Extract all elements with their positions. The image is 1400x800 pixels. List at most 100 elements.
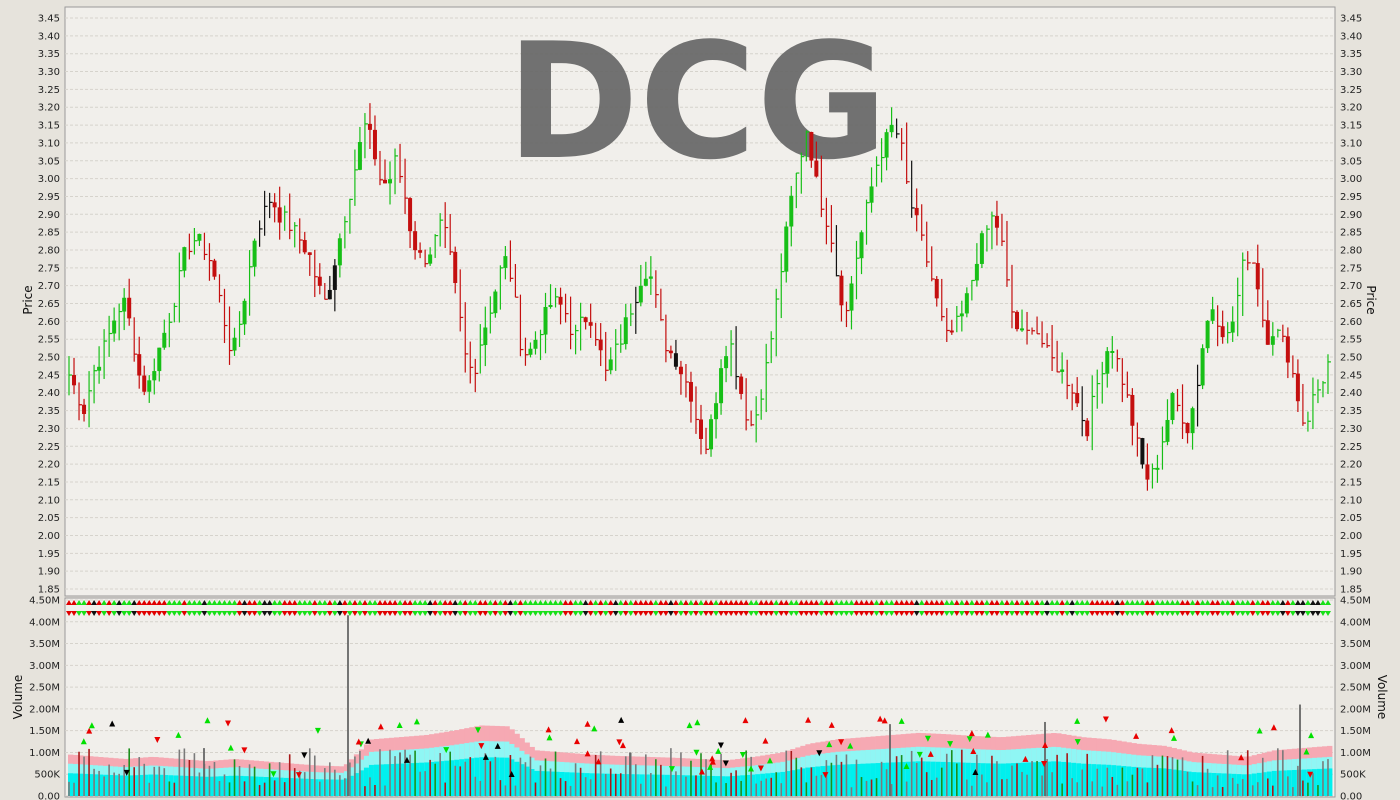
signal-row-up xyxy=(126,600,133,605)
signal-row-up xyxy=(537,600,544,605)
price-axis-title-left: Price xyxy=(21,285,35,314)
volume-tick-label: 1.00M xyxy=(29,748,60,759)
signal-row-up xyxy=(567,600,574,605)
volume-band-lower xyxy=(1211,772,1218,796)
signal-row-down xyxy=(893,611,900,616)
signal-row-up xyxy=(577,600,584,605)
signal-arrow-up xyxy=(984,731,991,738)
signal-row-down xyxy=(382,611,388,616)
price-tick-label: 3.35 xyxy=(1340,49,1362,60)
signal-row-down xyxy=(437,611,444,616)
volume-band-lower xyxy=(1231,773,1238,796)
price-bar-body xyxy=(724,356,729,369)
signal-row-up xyxy=(913,600,920,605)
signal-row-up xyxy=(1044,600,1051,605)
signal-row-up xyxy=(632,600,639,605)
signal-row-up xyxy=(402,600,409,605)
signal-row-up xyxy=(793,600,800,605)
volume-band-lower xyxy=(765,773,771,796)
price-panel: DCG 1.85 1.90 1.95 2.00 2.05 2.10 2.15 2.20 2.25… xyxy=(21,6,1378,597)
signal-row-down xyxy=(733,611,740,616)
signal-row-down xyxy=(1204,611,1211,616)
signal-row-down xyxy=(1154,611,1161,616)
signal-row-down xyxy=(136,611,143,616)
signal-row-down xyxy=(803,611,810,616)
signal-row-up xyxy=(256,600,263,605)
volume-tick-label: 1.00M xyxy=(1340,748,1371,759)
signal-row-down xyxy=(211,611,218,616)
signal-arrow-up xyxy=(377,723,384,730)
volume-band-lower xyxy=(313,779,320,796)
signal-row-up xyxy=(622,600,629,605)
signal-row-down xyxy=(477,611,484,616)
volume-band-lower xyxy=(614,773,621,796)
volume-band-lower xyxy=(975,763,982,796)
signal-arrow-down xyxy=(616,739,623,746)
price-bar-body xyxy=(483,327,488,346)
signal-row-up xyxy=(728,600,735,605)
signal-row-down xyxy=(286,611,293,616)
volume-band-lower xyxy=(780,771,786,796)
volume-band-lower xyxy=(1181,770,1187,796)
signal-row-up xyxy=(236,600,243,605)
signal-row-down xyxy=(1314,611,1321,616)
volume-band-lower xyxy=(720,776,726,796)
volume-band-lower xyxy=(419,762,425,796)
signal-row-down xyxy=(366,611,373,616)
signal-row-down xyxy=(933,611,940,616)
price-bar-body xyxy=(528,348,533,355)
signal-row-up xyxy=(642,600,649,605)
volume-band-lower xyxy=(554,771,560,796)
price-bar-body xyxy=(142,375,147,392)
price-axis-left: 1.85 1.90 1.95 2.00 2.05 2.10 2.15 2.20 2.25 2.30… xyxy=(38,14,60,596)
volume-band-lower xyxy=(368,764,375,796)
price-bar-body xyxy=(383,179,387,184)
price-bar-body xyxy=(588,322,593,326)
signal-row-up xyxy=(557,600,564,605)
watermark-symbol: DCG xyxy=(506,8,888,195)
volume-band-lower xyxy=(1021,762,1027,796)
signal-row-down xyxy=(547,611,554,616)
price-tick-label: 2.25 xyxy=(38,442,60,453)
volume-band-lower xyxy=(910,761,917,796)
volume-band-lower xyxy=(394,763,400,796)
signal-row-up xyxy=(1199,600,1206,605)
signal-row-down xyxy=(773,611,780,616)
signal-row-down xyxy=(587,611,594,616)
signal-row-up xyxy=(286,600,293,605)
price-tick-label: 2.70 xyxy=(1340,281,1362,292)
signal-row-up xyxy=(116,600,123,605)
volume-band-lower xyxy=(273,777,280,796)
signal-row-down xyxy=(823,611,830,616)
price-bar-body xyxy=(914,207,919,216)
volume-band-lower xyxy=(980,763,987,796)
price-bar-body xyxy=(598,339,603,351)
price-tick-label: 2.95 xyxy=(1340,192,1362,203)
signal-row-up xyxy=(96,600,103,605)
signal-row-up xyxy=(1124,600,1131,605)
signal-row-down xyxy=(497,611,504,616)
signal-row-down xyxy=(552,611,559,616)
volume-band-lower xyxy=(298,778,305,796)
signal-row-up xyxy=(713,600,720,605)
signal-arrow-up xyxy=(80,738,87,745)
signal-row-down xyxy=(131,611,138,616)
signal-row-down xyxy=(1149,611,1156,616)
signal-row-down xyxy=(1284,611,1291,616)
signal-row-up xyxy=(888,600,895,605)
signal-row-down xyxy=(442,611,449,616)
price-bar-body xyxy=(638,285,643,303)
signal-row-up xyxy=(682,600,689,605)
volume-band-lower xyxy=(830,765,836,796)
signal-row-up xyxy=(853,600,860,605)
signal-row-down xyxy=(567,611,574,616)
signal-row-down xyxy=(91,611,98,616)
signal-row-down xyxy=(1054,611,1061,616)
price-tick-label: 2.75 xyxy=(38,263,60,274)
price-bar-body xyxy=(413,231,418,251)
signal-row-up xyxy=(86,600,93,605)
signal-row-down xyxy=(913,611,920,616)
signal-row-down xyxy=(1234,611,1241,616)
signal-row-up xyxy=(818,600,825,605)
signal-row-down xyxy=(622,611,629,616)
